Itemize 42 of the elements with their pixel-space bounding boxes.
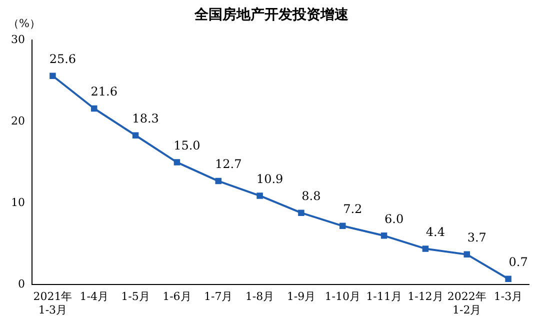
point (215, 178, 222, 184)
chart-title: 全国房地产开发投资增速 (194, 7, 348, 23)
x-tick-label: 1-11月 (366, 290, 402, 304)
x-tick-label: 1-7月 (204, 290, 233, 304)
point (256, 192, 263, 199)
data-label: 7.2 (343, 202, 362, 216)
data-label: 18.3 (132, 112, 159, 126)
x-tick-label: 1-9月 (286, 290, 316, 304)
y-tick-label: 0 (18, 277, 25, 290)
data-label: 6.0 (384, 212, 404, 226)
data-label: 3.7 (467, 230, 486, 245)
x-tick-label: 1-8月 (245, 290, 274, 304)
x-tick-label: 2021年 1-3月 (33, 290, 72, 316)
point (132, 132, 139, 139)
data-label: 25.6 (49, 52, 76, 66)
x-tick-label: 1-12月 (408, 290, 444, 304)
data-label: 8.8 (302, 188, 321, 203)
point (50, 72, 56, 79)
point (174, 159, 180, 166)
data-label: 10.9 (256, 172, 284, 186)
point (380, 232, 388, 239)
data-label: 21.6 (90, 84, 118, 99)
y-axis-title: （%） (8, 16, 40, 31)
x-tick-label: 1-3月 (494, 290, 523, 304)
x-tick-label: 1-4月 (80, 290, 108, 304)
x-tick-label: 1-10月 (324, 290, 360, 304)
data-label: 4.4 (426, 224, 446, 239)
data-label: 12.7 (215, 157, 242, 172)
point (464, 251, 470, 258)
x-tick-label: 2022年 1-2月 (447, 290, 486, 316)
y-tick-label: 10 (10, 196, 25, 209)
point (422, 246, 429, 252)
y-tick-label: 20 (10, 114, 25, 128)
point (298, 210, 304, 216)
x-tick-label: 1-5月 (121, 290, 150, 304)
data-label: 0.7 (508, 255, 528, 270)
y-tick-label: 30 (10, 32, 25, 46)
x-tick-label: 1-6月 (162, 290, 192, 304)
point (505, 276, 512, 282)
point (340, 222, 346, 230)
data-label: 15.0 (174, 138, 200, 152)
point (91, 105, 98, 112)
